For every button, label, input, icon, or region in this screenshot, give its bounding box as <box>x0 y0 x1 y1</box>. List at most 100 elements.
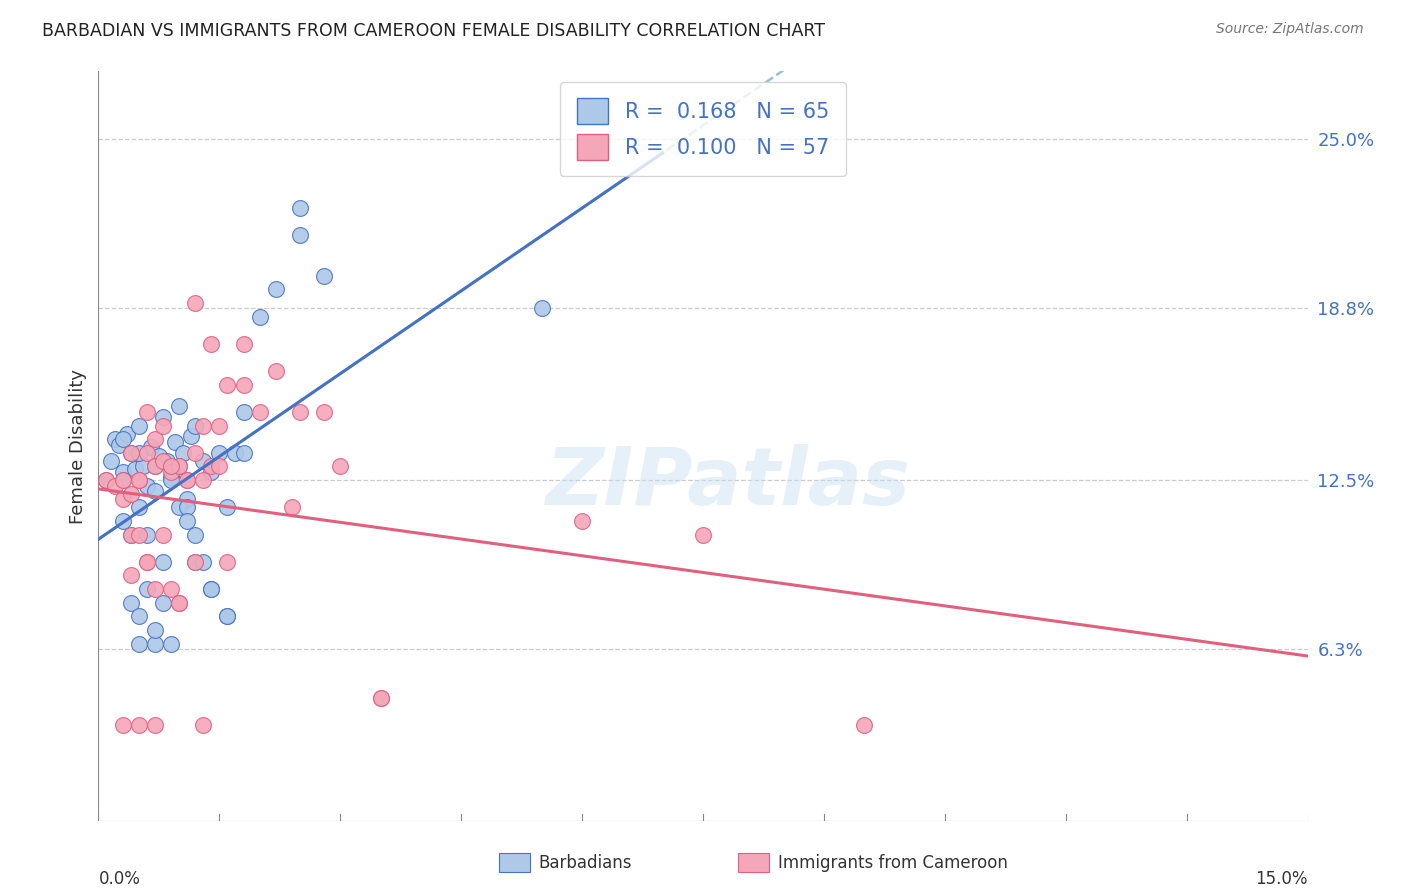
Point <box>217 555 239 569</box>
Point <box>152 555 174 569</box>
Point <box>232 336 254 351</box>
Point <box>128 500 150 515</box>
Point <box>128 609 150 624</box>
Point <box>135 527 157 541</box>
Point <box>103 432 125 446</box>
Point <box>249 310 271 324</box>
Point <box>232 446 254 460</box>
Point <box>193 718 215 732</box>
Point <box>200 582 222 596</box>
Point <box>135 478 157 492</box>
Text: 15.0%: 15.0% <box>1256 870 1308 888</box>
Point <box>217 377 239 392</box>
Legend: R =  0.168   N = 65, R =  0.100   N = 57: R = 0.168 N = 65, R = 0.100 N = 57 <box>560 82 846 177</box>
Text: Barbadians: Barbadians <box>538 854 633 871</box>
Point <box>148 449 170 463</box>
Point <box>208 459 231 474</box>
Point <box>167 400 190 414</box>
Point <box>135 555 157 569</box>
Text: Immigrants from Cameroon: Immigrants from Cameroon <box>778 854 1007 871</box>
Point <box>111 492 134 507</box>
Point <box>370 691 392 706</box>
Point <box>167 596 190 610</box>
Point <box>128 418 150 433</box>
Point <box>143 582 166 596</box>
Point <box>143 623 166 637</box>
Point <box>193 418 215 433</box>
Point <box>156 454 179 468</box>
Point <box>853 718 876 732</box>
Point <box>288 201 311 215</box>
Point <box>193 454 215 468</box>
Point <box>200 459 222 474</box>
Point <box>208 446 231 460</box>
Point <box>249 405 271 419</box>
Point <box>167 500 190 515</box>
Point <box>193 555 215 569</box>
Point <box>184 555 207 569</box>
Point <box>176 492 198 507</box>
Point <box>288 227 311 242</box>
Point <box>167 459 190 474</box>
Point <box>128 718 150 732</box>
Point <box>160 582 183 596</box>
Point <box>128 473 150 487</box>
Point <box>96 473 118 487</box>
Point <box>176 473 198 487</box>
Point <box>128 473 150 487</box>
Point <box>103 478 125 492</box>
Point <box>180 429 202 443</box>
Point <box>111 514 134 528</box>
Point <box>107 437 129 451</box>
Point <box>370 691 392 706</box>
Point <box>224 446 246 460</box>
Point <box>314 405 336 419</box>
Point <box>100 454 122 468</box>
Point <box>111 473 134 487</box>
Point <box>143 483 166 498</box>
Point <box>176 514 198 528</box>
Point <box>692 527 714 541</box>
Point <box>139 441 162 455</box>
Point <box>288 405 311 419</box>
Point <box>176 500 198 515</box>
Point <box>135 405 157 419</box>
Point <box>135 446 157 460</box>
Point <box>111 718 134 732</box>
Point <box>232 377 254 392</box>
Point <box>200 582 222 596</box>
Point <box>217 609 239 624</box>
Point <box>128 527 150 541</box>
Point <box>314 268 336 283</box>
Point <box>264 364 287 378</box>
Point <box>160 470 183 484</box>
Point <box>160 459 183 474</box>
Point <box>208 418 231 433</box>
Point <box>184 296 207 310</box>
Point <box>111 432 134 446</box>
Point <box>160 636 183 650</box>
Point <box>184 446 207 460</box>
Point <box>143 718 166 732</box>
Point <box>232 405 254 419</box>
Text: BARBADIAN VS IMMIGRANTS FROM CAMEROON FEMALE DISABILITY CORRELATION CHART: BARBADIAN VS IMMIGRANTS FROM CAMEROON FE… <box>42 22 825 40</box>
Point <box>120 446 142 460</box>
Point <box>96 473 118 487</box>
Point <box>281 500 304 515</box>
Point <box>329 459 352 474</box>
Point <box>193 473 215 487</box>
Point <box>111 473 134 487</box>
Point <box>152 454 174 468</box>
Point <box>184 527 207 541</box>
Point <box>128 636 150 650</box>
Point <box>217 500 239 515</box>
Point <box>124 462 146 476</box>
Y-axis label: Female Disability: Female Disability <box>69 368 87 524</box>
Point <box>200 465 222 479</box>
Point <box>571 514 593 528</box>
Point <box>120 596 142 610</box>
Point <box>115 426 138 441</box>
Point <box>176 473 198 487</box>
Text: Source: ZipAtlas.com: Source: ZipAtlas.com <box>1216 22 1364 37</box>
Point <box>184 555 207 569</box>
